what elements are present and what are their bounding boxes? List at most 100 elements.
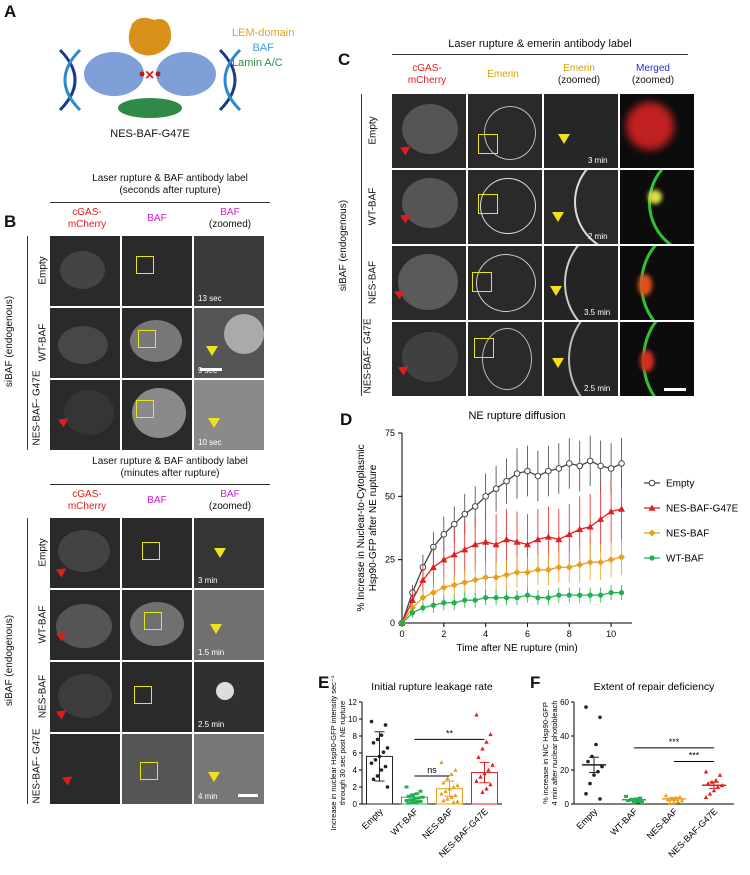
- e-point: [369, 719, 374, 724]
- legend-baf: BAF: [252, 42, 274, 54]
- c-empty-emerin: [468, 94, 542, 168]
- f-point: [671, 800, 677, 805]
- c-g47e-emerin: [468, 322, 542, 396]
- e-ytick-label: 10: [348, 715, 357, 724]
- e-point: [482, 771, 487, 776]
- d-point: [471, 576, 479, 584]
- d-ytick-label: 25: [385, 555, 395, 565]
- c-row-g47e: NES-BAF- G47E: [362, 318, 374, 394]
- b-bot-wt-cgas: [50, 590, 120, 660]
- e-point: [449, 794, 454, 799]
- chart-f: Extent of repair deficiency 0 20 40 60 % incr…: [541, 681, 734, 859]
- d-point: [440, 531, 448, 538]
- f-point: [630, 798, 634, 802]
- c-wt-cgas: [392, 170, 466, 244]
- d-point: [555, 535, 563, 543]
- f-point: [703, 794, 709, 799]
- panel-letter-c: C: [338, 50, 351, 69]
- e-point: [371, 777, 376, 782]
- d-point: [450, 581, 458, 589]
- c-wt-emerin: [468, 170, 542, 244]
- e-point: [476, 754, 481, 760]
- f-ytick-label: 40: [560, 732, 569, 741]
- f-point: [675, 799, 681, 804]
- e-point: [404, 785, 409, 789]
- d-legend-label: Empty: [666, 479, 694, 490]
- e-point: [420, 795, 425, 799]
- f-point: [626, 799, 630, 803]
- c-nes-merged: [620, 246, 694, 320]
- b-top-col-baf: BAF: [147, 213, 167, 224]
- e-point: [484, 739, 489, 744]
- b-bot-empty-baf: [122, 518, 192, 588]
- f-point: [705, 781, 711, 786]
- d-point: [399, 620, 405, 626]
- c-wt-merged: [620, 170, 694, 244]
- d-point: [441, 600, 447, 606]
- d-point: [503, 571, 511, 579]
- b-top-col-cgas: cGAS-mCherry: [67, 207, 107, 230]
- e-point: [451, 784, 456, 789]
- d-legend-marker: [648, 529, 656, 537]
- e-point: [414, 792, 419, 796]
- e-ylabel-1: Increase in nuclear Hsp90-GFP intensity …: [329, 675, 338, 830]
- b-bot-g47e-cgas: [50, 734, 120, 804]
- e-ytick-label: 4: [353, 766, 358, 775]
- f-point: [584, 792, 588, 796]
- e-point: [408, 798, 413, 802]
- e-category-label: Empty: [360, 806, 385, 831]
- e-point: [441, 798, 446, 803]
- e-category-label: WT-BAF: [389, 806, 420, 837]
- chart-d: NE rupture diffusion 0 25 50 75 0 2 4 6 8 10 Time a…: [356, 410, 739, 654]
- d-point: [618, 460, 625, 467]
- d-point: [471, 503, 479, 510]
- e-sig-label: ns: [427, 765, 437, 775]
- d-xtick-label: 6: [525, 629, 530, 639]
- e-point: [451, 800, 456, 805]
- d-point: [586, 457, 594, 465]
- d-series-line: [401, 508, 622, 624]
- b-top-wt-zoom: 9 sec: [194, 308, 264, 378]
- f-point: [598, 797, 602, 801]
- b-bot-row-wt: WT-BAF: [37, 605, 49, 644]
- f-point: [598, 715, 602, 720]
- panel-b-top-title: Laser rupture & BAF antibody label (seco…: [92, 173, 248, 196]
- e-ytick-label: 6: [353, 749, 358, 758]
- panel-letter-e: E: [318, 673, 330, 692]
- c-nes-zoom: 3.5 min: [544, 246, 618, 320]
- f-point: [669, 796, 675, 801]
- d-point: [503, 595, 510, 601]
- d-point: [450, 551, 458, 558]
- c-row-empty: Empty: [367, 116, 379, 145]
- b-bot-side-label: siBAF (endogenous): [4, 614, 16, 707]
- b-top-g47e-baf: [122, 380, 192, 450]
- f-point: [717, 772, 723, 777]
- b-bot-col-baf-zoomed: BAF (zoomed): [208, 489, 252, 512]
- e-point: [410, 794, 415, 797]
- d-point: [482, 493, 489, 500]
- e-point: [443, 788, 448, 794]
- f-point: [679, 798, 685, 803]
- f-ytick-label: 60: [560, 698, 569, 707]
- b-top-wt-baf: [122, 308, 192, 378]
- d-point: [429, 563, 437, 571]
- svg-text:×: ×: [145, 67, 154, 84]
- d-legend-label: WT-BAF: [666, 554, 704, 565]
- e-point: [369, 761, 374, 765]
- b-top-row-empty: Empty: [37, 256, 49, 285]
- d-point: [565, 530, 573, 538]
- e-point: [418, 789, 423, 793]
- e-point: [383, 723, 388, 727]
- e-point: [439, 760, 444, 765]
- d-point: [598, 592, 604, 598]
- d-point: [462, 597, 468, 603]
- f-point: [711, 788, 717, 793]
- c-empty-merged: [620, 94, 694, 168]
- d-point: [618, 505, 626, 512]
- f-point: [592, 773, 596, 777]
- d-point: [597, 515, 605, 522]
- f-point: [586, 759, 590, 764]
- d-point: [523, 568, 531, 576]
- e-point: [385, 746, 390, 750]
- c-col-emerin: Emerin: [487, 69, 519, 80]
